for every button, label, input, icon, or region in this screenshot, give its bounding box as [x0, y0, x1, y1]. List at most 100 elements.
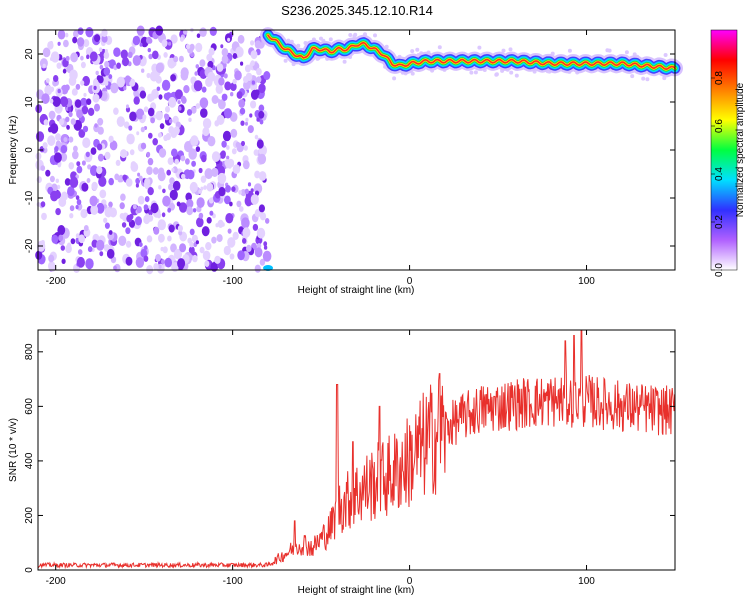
spectrogram-noise-point: [82, 137, 91, 149]
spectrogram-noise-point: [258, 83, 266, 94]
spectrogram-noise-point: [89, 195, 98, 207]
spectrogram-noise-point: [120, 49, 128, 60]
spectrogram-noise-point: [224, 108, 232, 119]
spectrogram-noise-point: [104, 207, 113, 218]
spectrogram-noise-point: [410, 49, 415, 54]
spectrogram-noise-point: [207, 71, 216, 82]
spectrogram-noise-point: [48, 254, 55, 263]
spectrogram-noise-point: [227, 228, 232, 234]
spectrogram-noise-point: [162, 188, 166, 194]
spectrogram-noise-point: [143, 106, 149, 113]
spectrogram-noise-point: [176, 201, 181, 207]
spectrogram-noise-point: [229, 253, 235, 260]
spectrogram-noise-point: [76, 165, 83, 174]
spectrogram-noise-point: [57, 88, 61, 94]
spectrogram-noise-point: [180, 155, 186, 162]
spectrogram-noise-point: [76, 199, 82, 206]
colorbar-label: Normalized spectral amplitude: [735, 82, 746, 217]
spectrogram-noise-point: [139, 90, 147, 99]
spectrogram-noise-point: [82, 125, 89, 133]
spectrogram-noise-point: [206, 217, 212, 224]
spectrogram-noise-point: [180, 95, 186, 103]
snr-y-tick-label: 600: [24, 398, 35, 415]
spectrogram-noise-point: [392, 76, 397, 81]
spectrogram-noise-point: [35, 104, 43, 114]
spectrogram-noise-point: [135, 108, 145, 120]
spectrogram-noise-point: [113, 107, 119, 115]
spectrogram-noise-point: [211, 95, 219, 104]
spectrogram-noise-point: [211, 236, 217, 244]
spectrogram-noise-point: [254, 40, 262, 49]
spectrogram-noise-point: [125, 178, 133, 187]
spectrogram-noise-point: [171, 262, 179, 272]
spectrogram-noise-point: [35, 131, 45, 142]
spectrogram-noise-point: [125, 240, 132, 248]
spectrogram-noise-point: [55, 208, 61, 216]
spectrogram-noise-point: [168, 118, 173, 124]
spectrogram-noise-point: [143, 255, 149, 262]
spectrogram-noise-point: [132, 204, 137, 210]
colorbar-tick-label: 0.0: [714, 263, 725, 277]
spectrogram-noise-point: [198, 167, 203, 174]
spectrogram-noise-point: [256, 76, 262, 83]
spectrogram-noise-point: [245, 117, 249, 122]
spectrogram-noise-point: [126, 133, 135, 145]
spectrogram-noise-point: [240, 120, 245, 126]
spectrogram-noise-point: [630, 74, 635, 79]
spectrogram-noise-point: [210, 262, 219, 272]
spectrogram-noise-point: [221, 93, 228, 102]
spectrogram-noise-point: [169, 177, 175, 185]
spectrogram-noise-point: [177, 100, 181, 105]
spectrogram-noise-point: [122, 57, 129, 67]
spectrogram-noise-point: [140, 126, 145, 133]
spectrogram-noise-point: [49, 98, 54, 104]
spectrogram-noise-point: [75, 205, 79, 210]
spectrogram-noise-point: [184, 141, 193, 153]
spectrogram-noise-point: [225, 185, 231, 193]
spectrogram-noise-point: [250, 40, 255, 46]
spectrogram-noise-point: [87, 164, 92, 170]
snr-series-line: [37, 329, 676, 570]
spectrogram-noise-point: [187, 169, 195, 180]
spectrogram-noise-point: [214, 255, 221, 264]
spectrogram-noise-point: [250, 100, 257, 109]
spectrogram-noise-point: [123, 121, 130, 129]
spectrogram-noise-point: [256, 117, 260, 122]
spectrogram-noise-point: [198, 212, 204, 219]
spectrogram-noise-point: [121, 222, 127, 228]
spectrogram-noise-point: [54, 146, 59, 152]
spectrogram-noise-point: [348, 33, 353, 37]
spectrogram-noise-point: [192, 208, 197, 213]
spectrogram-noise-point: [191, 160, 197, 167]
spectrogram-noise-point: [94, 123, 98, 128]
spectrogram-y-tick-label: 0: [24, 147, 35, 153]
spectrogram-noise-point: [135, 216, 142, 226]
spectrogram-noise-point: [64, 84, 70, 91]
spectrogram-noise-point: [223, 245, 231, 256]
spectrogram-noise-point: [44, 85, 53, 96]
spectrogram-noise-point: [178, 106, 182, 111]
spectrogram-noise-point: [62, 68, 67, 74]
spectrogram-noise-point: [65, 244, 72, 254]
spectrogram-noise-point: [80, 55, 84, 61]
spectrogram-noise-point: [104, 222, 110, 229]
spectrogram-noise-point: [167, 157, 174, 166]
spectrogram-noise-point: [225, 213, 234, 224]
spectrogram-noise-point: [186, 43, 191, 50]
spectrogram-noise-point: [352, 34, 357, 39]
colorbar-tick-label: 0.6: [714, 119, 725, 133]
spectrogram-noise-point: [77, 249, 83, 255]
spectrogram-noise-point: [216, 234, 223, 243]
spectrogram-noise-point: [162, 246, 168, 254]
spectrogram-noise-point: [43, 119, 49, 126]
spectrogram-noise-point: [196, 217, 204, 228]
spectrogram-noise-point: [42, 47, 51, 58]
spectrogram-noise-point: [152, 167, 159, 175]
spectrogram-noise-point: [129, 149, 135, 156]
spectrogram-noise-point: [81, 182, 89, 192]
spectrogram-noise-point: [173, 126, 180, 135]
spectrogram-noise-point: [230, 82, 237, 91]
spectrogram-noise-point: [250, 194, 259, 205]
spectrogram-y-tick-label: 10: [24, 96, 35, 108]
spectrogram-noise-point: [63, 137, 68, 143]
